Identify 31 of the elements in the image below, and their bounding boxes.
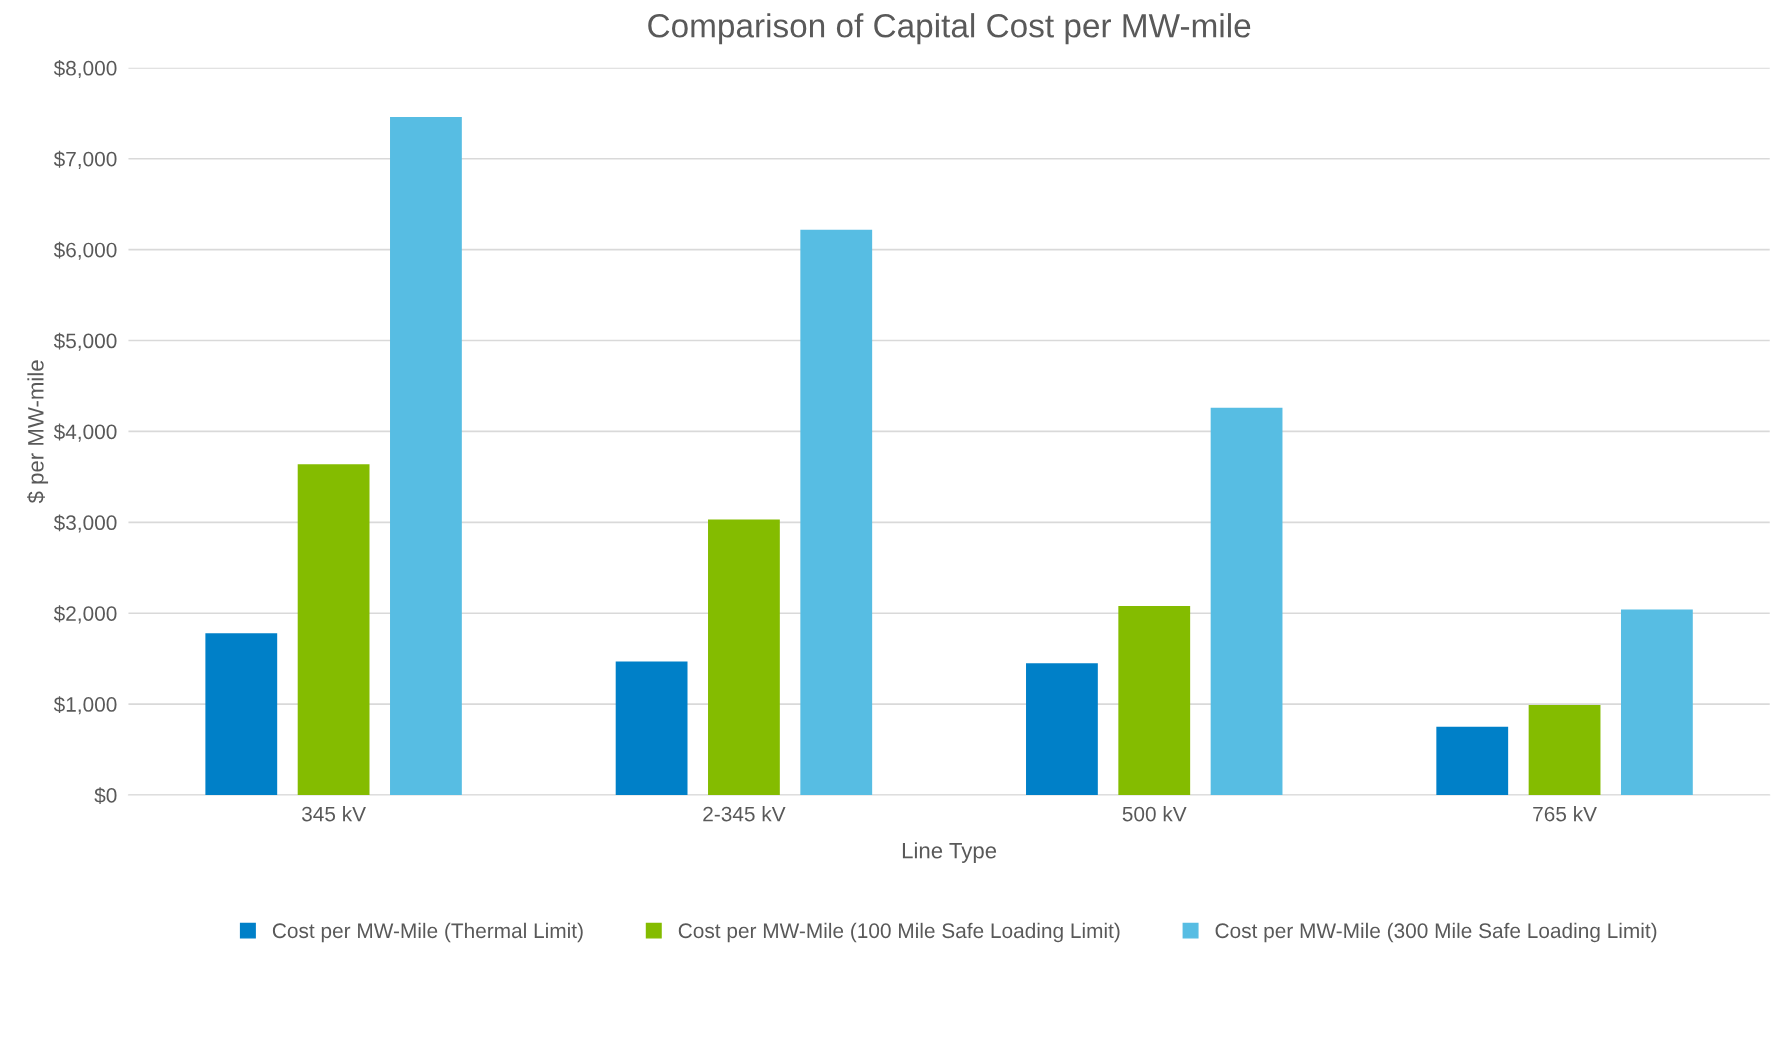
bar (297, 464, 370, 795)
y-tick-label: $7,000 (53, 150, 117, 169)
x-tick-label: 345 kV (301, 806, 366, 822)
x-tick-label: 2-345 kV (703, 806, 786, 822)
y-tick-label: $8,000 (53, 59, 117, 79)
x-tick-label: 765 kV (1533, 806, 1597, 822)
bar (1620, 609, 1693, 795)
bar (390, 116, 462, 795)
bar (1118, 605, 1191, 795)
y-tick-label: $5,000 (53, 332, 117, 351)
y-tick-label: $2,000 (53, 605, 117, 624)
bar (1026, 663, 1098, 795)
y-tick-label: $0 (94, 787, 117, 804)
y-tick-label: $1,000 (53, 696, 117, 715)
legend-label: Cost per MW-Mile (Thermal Limit) (272, 922, 583, 943)
bar (1528, 705, 1601, 795)
x-axis-title: Line Type (902, 842, 997, 863)
bar (205, 633, 278, 795)
y-axis-title: $ per MW-mile (27, 360, 49, 504)
y-tick-label: $6,000 (53, 241, 117, 260)
y-tick-label: $4,000 (53, 423, 117, 442)
y-tick-label: $3,000 (53, 514, 117, 533)
legend-label: Cost per MW-Mile (100 Mile Safe Loading Limit) (678, 922, 1120, 943)
bar (1436, 726, 1509, 795)
chart-title: Comparison of Capital Cost per MW-mile (648, 13, 1251, 45)
x-tick-label: 500 kV (1122, 806, 1187, 822)
bar (615, 661, 688, 795)
legend-label: Cost per MW-Mile (300 Mile Safe Loading Limit) (1215, 922, 1657, 943)
bar (708, 519, 780, 795)
bar (1210, 407, 1283, 795)
bar (800, 229, 873, 795)
